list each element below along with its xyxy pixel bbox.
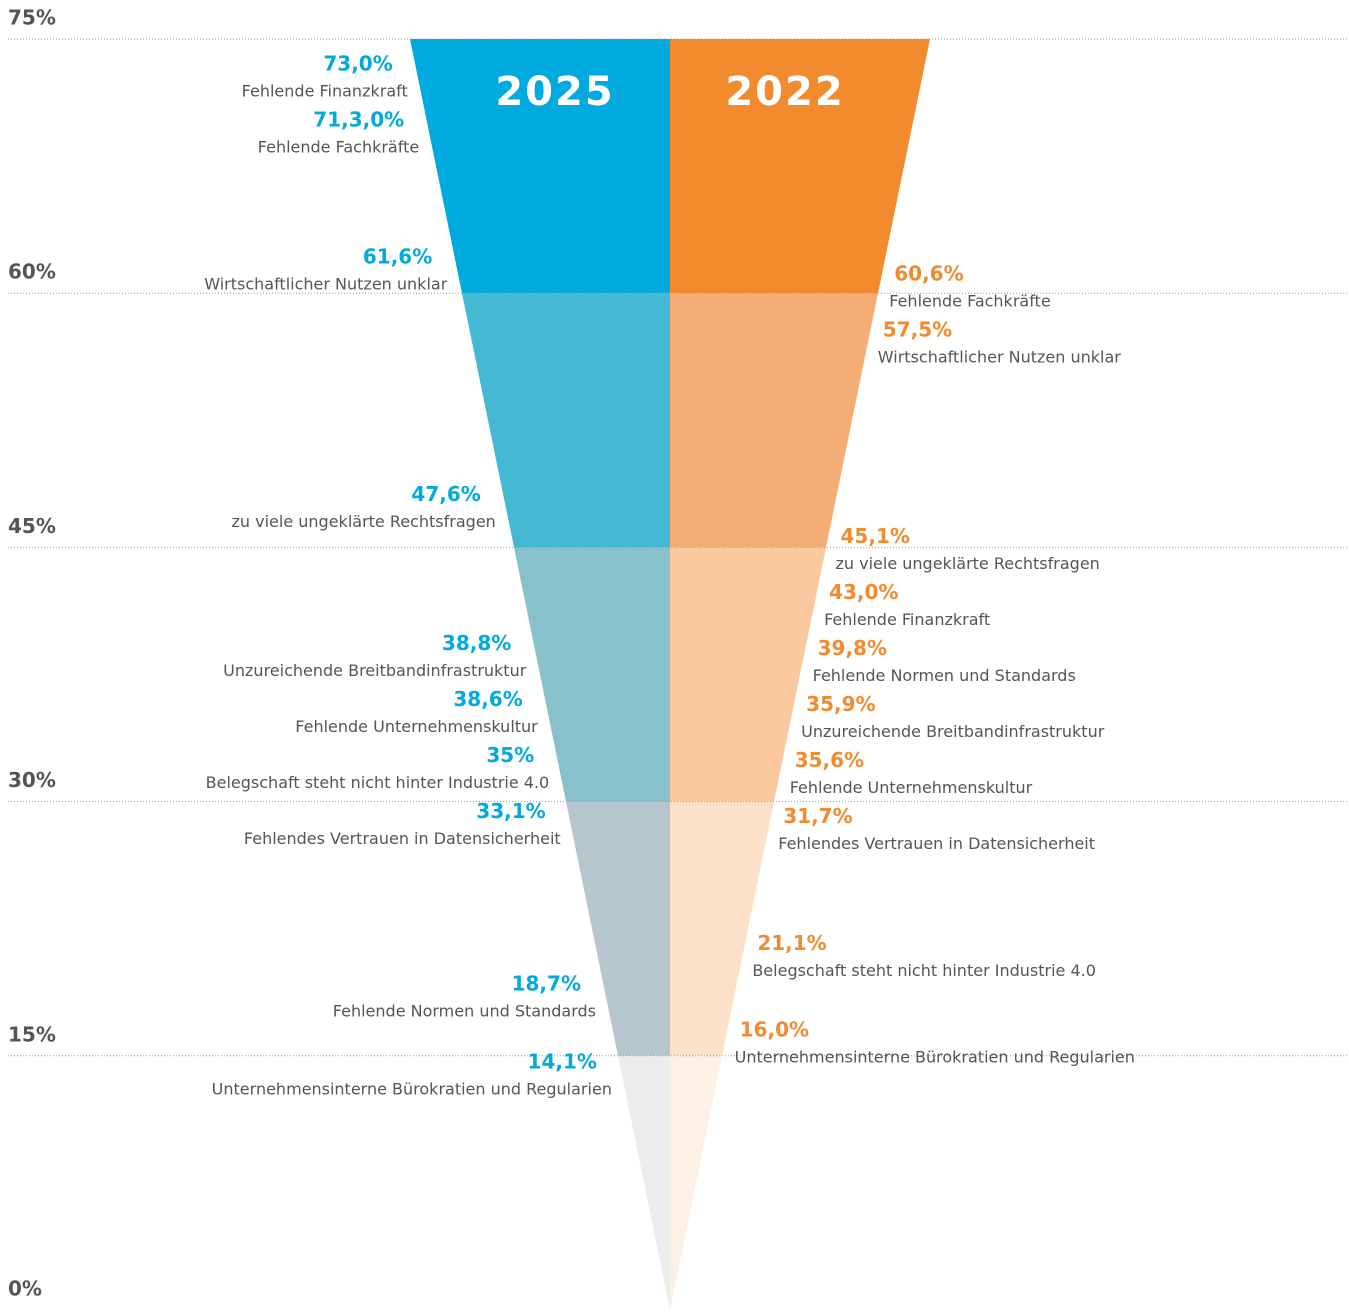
legend-label: 2022 bbox=[725, 69, 844, 115]
data-label: 43,0% bbox=[829, 580, 898, 604]
data-label: 61,6% bbox=[363, 245, 432, 269]
category-label: zu viele ungeklärte Rechtsfragen bbox=[836, 554, 1100, 573]
category-label: Wirtschaftlicher Nutzen unklar bbox=[204, 275, 447, 294]
y-tick-label: 60% bbox=[8, 260, 56, 284]
category-label: Unternehmensinterne Bürokratien und Regu… bbox=[735, 1047, 1135, 1066]
funnel-band bbox=[670, 1055, 722, 1310]
category-label: Fehlende Fachkräfte bbox=[258, 137, 419, 156]
category-label: zu viele ungeklärte Rechtsfragen bbox=[232, 512, 496, 531]
data-label: 60,6% bbox=[894, 262, 963, 286]
data-label: 38,6% bbox=[453, 687, 522, 711]
category-label: Fehlende Fachkräfte bbox=[889, 292, 1050, 311]
data-label: 38,8% bbox=[442, 631, 511, 655]
category-label: Wirtschaftlicher Nutzen unklar bbox=[878, 348, 1121, 367]
data-label: 33,1% bbox=[476, 799, 545, 823]
category-label: Fehlende Finanzkraft bbox=[242, 81, 408, 100]
data-label: 45,1% bbox=[841, 524, 910, 548]
funnel-band bbox=[462, 293, 670, 548]
legend-label: 2025 bbox=[495, 69, 614, 115]
data-label: 31,7% bbox=[783, 804, 852, 828]
y-tick-label: 0% bbox=[8, 1277, 42, 1301]
data-label: 35,9% bbox=[806, 692, 875, 716]
category-label: Fehlendes Vertrauen in Datensicherheit bbox=[778, 834, 1095, 853]
category-label: Belegschaft steht nicht hinter Industrie… bbox=[206, 773, 550, 792]
category-label: Unternehmensinterne Bürokratien und Regu… bbox=[212, 1080, 612, 1099]
category-label: Fehlende Normen und Standards bbox=[813, 666, 1076, 685]
category-label: Fehlende Finanzkraft bbox=[824, 610, 990, 629]
funnel-band bbox=[566, 801, 670, 1056]
funnel-band bbox=[670, 39, 930, 294]
funnel-band bbox=[618, 1055, 670, 1310]
y-tick-label: 30% bbox=[8, 768, 56, 792]
y-tick-label: 75% bbox=[8, 6, 56, 30]
y-tick-label: 45% bbox=[8, 514, 56, 538]
category-label: Fehlende Unternehmenskultur bbox=[790, 778, 1033, 797]
data-label: 47,6% bbox=[411, 482, 480, 506]
funnel-band bbox=[670, 801, 774, 1056]
category-label: Fehlende Unternehmenskultur bbox=[295, 717, 538, 736]
funnel-band bbox=[410, 39, 670, 294]
funnel-band bbox=[670, 547, 826, 802]
funnel-band bbox=[670, 293, 878, 548]
data-label: 71,3,0% bbox=[313, 107, 404, 131]
funnel-band bbox=[514, 547, 670, 802]
data-label: 35,6% bbox=[795, 748, 864, 772]
data-label: 18,7% bbox=[512, 972, 581, 996]
data-label: 21,1% bbox=[757, 931, 826, 955]
category-label: Unzureichende Breitbandinfrastruktur bbox=[801, 722, 1105, 741]
category-label: Belegschaft steht nicht hinter Industrie… bbox=[752, 961, 1096, 980]
category-label: Fehlende Normen und Standards bbox=[333, 1002, 596, 1021]
data-label: 39,8% bbox=[818, 636, 887, 660]
y-tick-label: 15% bbox=[8, 1022, 56, 1046]
data-label: 16,0% bbox=[740, 1017, 809, 1041]
category-label: Unzureichende Breitbandinfrastruktur bbox=[223, 661, 527, 680]
category-label: Fehlendes Vertrauen in Datensicherheit bbox=[244, 829, 561, 848]
data-label: 14,1% bbox=[528, 1050, 597, 1074]
data-label: 73,0% bbox=[323, 51, 392, 75]
data-label: 57,5% bbox=[883, 318, 952, 342]
data-label: 35% bbox=[486, 743, 534, 767]
